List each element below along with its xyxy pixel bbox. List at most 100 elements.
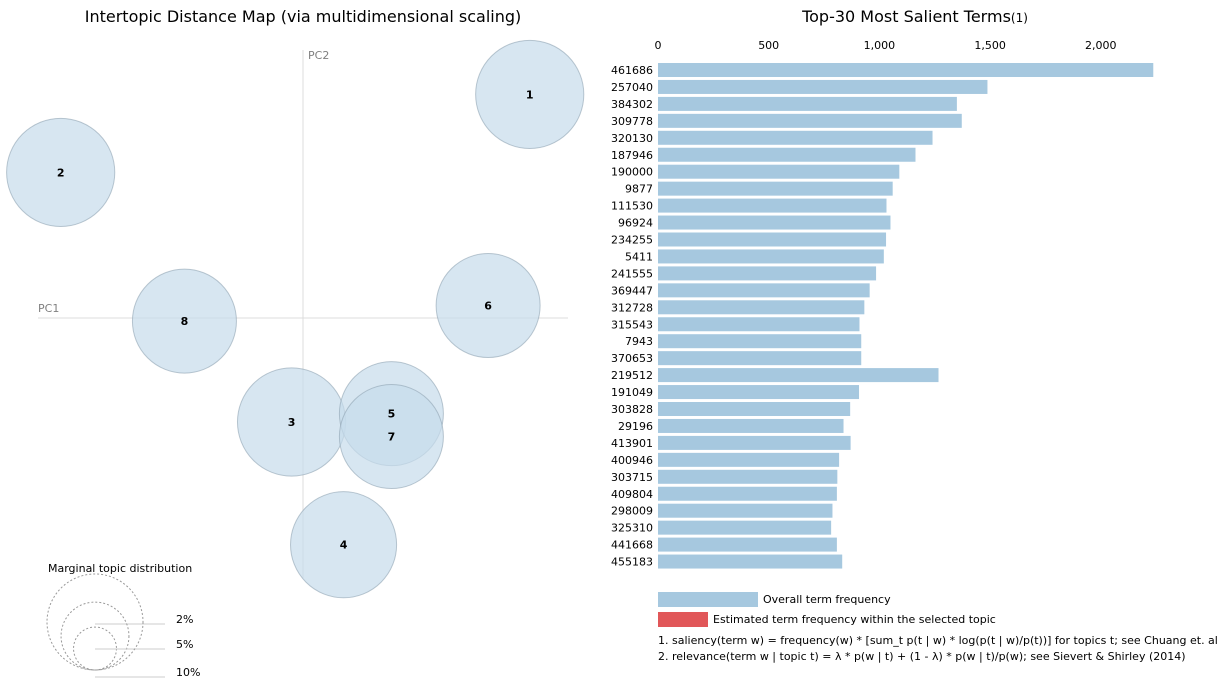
term-label-320130[interactable]: 320130 — [611, 132, 653, 145]
bar-29196[interactable] — [658, 418, 844, 433]
bar-234255[interactable] — [658, 232, 887, 247]
term-label-325310[interactable]: 325310 — [611, 522, 653, 535]
bar-369447[interactable] — [658, 283, 870, 298]
bar-303828[interactable] — [658, 402, 851, 416]
term-label-257040[interactable]: 257040 — [611, 81, 653, 94]
term-label-9877[interactable]: 9877 — [625, 183, 653, 196]
marginal-legend-circles: 2% 5% 10% — [46, 573, 200, 679]
bar-257040[interactable] — [658, 79, 988, 94]
bar-315543[interactable] — [658, 317, 860, 332]
term-label-461686[interactable]: 461686 — [611, 64, 653, 77]
term-label-29196[interactable]: 29196 — [618, 420, 653, 433]
legend-swatch-overall — [658, 592, 758, 607]
topic-bubble-7[interactable] — [338, 384, 444, 490]
bar-190000[interactable] — [658, 164, 900, 179]
footnote-saliency: 1. saliency(term w) = frequency(w) * [su… — [658, 634, 1218, 647]
topic-label-6[interactable]: 6 — [484, 300, 492, 313]
bar-400946[interactable] — [658, 452, 840, 467]
topic-bubble-8[interactable] — [131, 268, 237, 374]
term-label-369447[interactable]: 369447 — [611, 284, 653, 297]
bar-461686[interactable] — [658, 63, 1154, 77]
bar-term-labels: 461686 257040 384302 309778 320130 187946 1900… — [611, 64, 653, 569]
bar-chart-title-main: Top-30 Most Salient Terms — [801, 7, 1011, 26]
pc1-axis-label: PC1 — [38, 302, 59, 315]
marginal-label-1: 5% — [176, 638, 193, 651]
term-label-190000[interactable]: 190000 — [611, 166, 653, 179]
bar-7943[interactable] — [658, 334, 862, 349]
salient-terms-chart: Top-30 Most Salient Terms(1) 0 500 1,000 1,… — [611, 7, 1218, 663]
bar-96924[interactable] — [658, 215, 891, 230]
term-label-219512[interactable]: 219512 — [611, 369, 653, 382]
bar-chart-title: Top-30 Most Salient Terms(1) — [801, 7, 1028, 26]
bar-413901[interactable] — [658, 435, 851, 450]
marginal-legend-title: Marginal topic distribution — [48, 562, 192, 575]
legend-swatch-topic — [658, 612, 708, 627]
legend-label-topic: Estimated term frequency within the sele… — [713, 613, 996, 626]
term-label-111530[interactable]: 111530 — [611, 200, 653, 213]
term-label-96924[interactable]: 96924 — [618, 217, 653, 230]
map-title: Intertopic Distance Map (via multidimens… — [85, 7, 522, 26]
bar-441668[interactable] — [658, 537, 837, 552]
x-tick-label-2: 1,000 — [864, 39, 896, 52]
term-label-384302[interactable]: 384302 — [611, 98, 653, 111]
term-label-303828[interactable]: 303828 — [611, 403, 653, 416]
term-label-5411[interactable]: 5411 — [625, 250, 653, 263]
term-label-413901[interactable]: 413901 — [611, 437, 653, 450]
topic-label-8[interactable]: 8 — [181, 315, 189, 328]
term-label-400946[interactable]: 400946 — [611, 454, 653, 467]
bar-309778[interactable] — [658, 113, 962, 128]
term-label-234255[interactable]: 234255 — [611, 234, 653, 247]
bar-455183[interactable] — [658, 554, 843, 569]
bar-series — [658, 63, 1154, 569]
x-tick-label-3: 1,500 — [974, 39, 1006, 52]
topic-label-2[interactable]: 2 — [57, 166, 65, 179]
topic-bubble-4[interactable] — [290, 491, 398, 599]
term-label-370653[interactable]: 370653 — [611, 352, 653, 365]
bar-409804[interactable] — [658, 486, 837, 501]
bar-191049[interactable] — [658, 385, 860, 400]
topic-bubble-6[interactable] — [435, 253, 541, 359]
bar-298009[interactable] — [658, 503, 833, 518]
bar-370653[interactable] — [658, 351, 862, 366]
topic-label-5[interactable]: 5 — [388, 408, 396, 421]
term-label-409804[interactable]: 409804 — [611, 488, 653, 501]
bar-241555[interactable] — [658, 266, 877, 281]
topic-label-1[interactable]: 1 — [526, 88, 534, 101]
bar-5411[interactable] — [658, 249, 884, 264]
term-label-315543[interactable]: 315543 — [611, 318, 653, 331]
bar-187946[interactable] — [658, 147, 916, 162]
bar-legend: Overall term frequency Estimated term fr… — [658, 592, 996, 627]
term-label-241555[interactable]: 241555 — [611, 267, 653, 280]
bar-303715[interactable] — [658, 469, 838, 484]
intertopic-distance-map: Intertopic Distance Map (via multidimens… — [6, 7, 585, 679]
term-label-7943[interactable]: 7943 — [625, 335, 653, 348]
bar-384302[interactable] — [658, 96, 957, 111]
term-label-455183[interactable]: 455183 — [611, 556, 653, 569]
bar-9877[interactable] — [658, 181, 893, 196]
term-label-187946[interactable]: 187946 — [611, 149, 653, 162]
bar-x-axis: 0 500 1,000 1,500 2,000 — [655, 39, 1117, 52]
topic-bubbles: 1 2 3 4 5 6 7 8 — [6, 39, 585, 599]
term-label-309778[interactable]: 309778 — [611, 115, 653, 128]
topic-bubble-2[interactable] — [6, 117, 116, 227]
topic-label-4[interactable]: 4 — [340, 539, 348, 552]
marginal-label-2: 10% — [176, 666, 200, 679]
topic-label-7[interactable]: 7 — [388, 431, 396, 444]
bar-312728[interactable] — [658, 300, 865, 315]
bar-chart-title-superscript: (1) — [1011, 11, 1028, 25]
bar-219512[interactable] — [658, 368, 939, 383]
marginal-circle-1 — [60, 601, 130, 671]
term-label-191049[interactable]: 191049 — [611, 386, 653, 399]
topic-label-3[interactable]: 3 — [288, 416, 296, 429]
term-label-441668[interactable]: 441668 — [611, 539, 653, 552]
marginal-label-0: 2% — [176, 613, 193, 626]
term-label-312728[interactable]: 312728 — [611, 301, 653, 314]
bar-325310[interactable] — [658, 520, 832, 535]
bar-320130[interactable] — [658, 130, 933, 145]
term-label-303715[interactable]: 303715 — [611, 471, 653, 484]
topic-bubble-1[interactable] — [475, 39, 585, 149]
bar-111530[interactable] — [658, 198, 887, 213]
term-label-298009[interactable]: 298009 — [611, 505, 653, 518]
